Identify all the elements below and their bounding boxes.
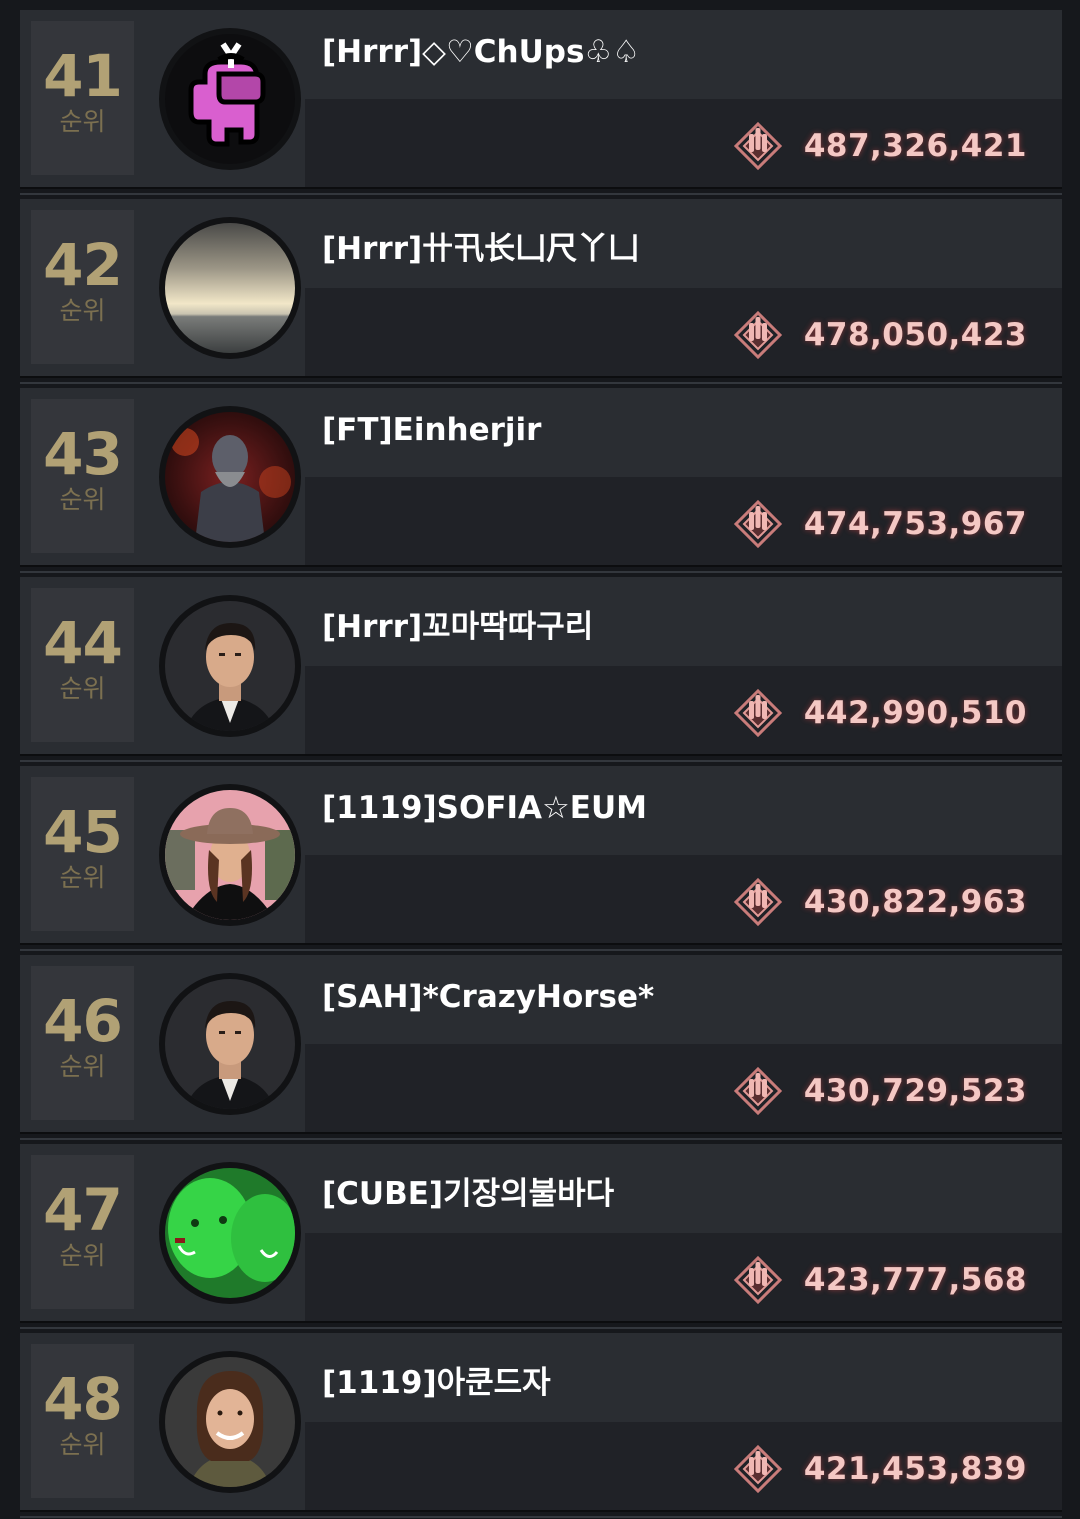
- rank-box: 47 순위: [31, 1155, 134, 1309]
- rank-number: 42: [43, 231, 123, 299]
- rank-box: 41 순위: [31, 21, 134, 175]
- leaderboard-row[interactable]: 44 순위 [Hrrr]꼬마딱따구리: [20, 577, 1062, 762]
- leaderboard-row[interactable]: 42 순위: [20, 199, 1062, 384]
- score-band: [305, 1233, 1062, 1321]
- rank-label: 순위: [59, 296, 106, 325]
- bullets-medal-icon: [733, 499, 782, 549]
- rank-label: 순위: [59, 1430, 106, 1459]
- bullets-medal-icon: [733, 121, 782, 171]
- bullets-medal-icon: [733, 1444, 782, 1494]
- rank-number: 46: [43, 987, 123, 1055]
- rank-box: 48 순위: [31, 1344, 134, 1498]
- score-value: 430,822,963: [803, 884, 1027, 920]
- player-name: [CUBE]기장의불바다: [322, 1176, 615, 1212]
- avatar[interactable]: [159, 1351, 301, 1493]
- rank-box: 46 순위: [31, 966, 134, 1120]
- score-value: 478,050,423: [803, 317, 1027, 353]
- avatar[interactable]: [159, 973, 301, 1115]
- leaderboard-row[interactable]: 47 순위 [CUBE]기장의불바다: [20, 1144, 1062, 1329]
- score-band: [305, 99, 1062, 187]
- score-display: 423,777,568: [730, 1252, 1027, 1308]
- score-value: 487,326,421: [803, 128, 1027, 164]
- bullets-medal-icon: [733, 310, 782, 360]
- score-display: 421,453,839: [730, 1441, 1027, 1497]
- score-display: 478,050,423: [730, 307, 1027, 363]
- rank-box: 42 순위: [31, 210, 134, 364]
- rank-box: 43 순위: [31, 399, 134, 553]
- rank-number: 41: [43, 42, 123, 110]
- leaderboard-row[interactable]: 46 순위 [SAH]*CrazyHorse*: [20, 955, 1062, 1140]
- avatar[interactable]: [159, 784, 301, 926]
- player-name: [FT]Einherjir: [322, 412, 542, 448]
- player-name: [SAH]*CrazyHorse*: [322, 979, 655, 1015]
- rank-label: 순위: [59, 1241, 106, 1270]
- score-display: 474,753,967: [730, 496, 1027, 552]
- score-band: [305, 288, 1062, 376]
- player-name: [Hrrr]꼬마딱따구리: [322, 609, 594, 645]
- bullets-medal-icon: [733, 1255, 782, 1305]
- rank-number: 47: [43, 1176, 123, 1244]
- bullets-medal-icon: [733, 688, 782, 738]
- rank-box: 45 순위: [31, 777, 134, 931]
- bullets-medal-icon: [733, 1066, 782, 1116]
- rank-label: 순위: [59, 863, 106, 892]
- leaderboard-row[interactable]: 43 순위: [20, 388, 1062, 573]
- player-name: [1119]SOFIA☆EUM: [322, 790, 647, 826]
- man-in-suit-avatar: [165, 601, 295, 731]
- rank-label: 순위: [59, 1052, 106, 1081]
- leaderboard-row[interactable]: 45 순위 [1119]SOFIA☆EUM: [20, 766, 1062, 951]
- score-band: [305, 1044, 1062, 1132]
- green-aliens-avatar: [165, 1168, 295, 1298]
- rank-label: 순위: [59, 674, 106, 703]
- score-band: [305, 666, 1062, 754]
- score-band: [305, 1422, 1062, 1510]
- rank-box: 44 순위: [31, 588, 134, 742]
- avatar[interactable]: [159, 28, 301, 170]
- smiling-woman-avatar: [165, 1357, 295, 1487]
- player-name: [Hrrr]卄卂长凵尺丫凵: [322, 231, 640, 267]
- rank-number: 45: [43, 798, 123, 866]
- woman-with-hat-avatar: [165, 790, 295, 920]
- score-display: 430,729,523: [730, 1063, 1027, 1119]
- rank-label: 순위: [59, 107, 106, 136]
- man-in-suit-avatar: [165, 979, 295, 1109]
- score-band: [305, 477, 1062, 565]
- rank-label: 순위: [59, 485, 106, 514]
- score-value: 442,990,510: [803, 695, 1027, 731]
- score-value: 423,777,568: [803, 1262, 1027, 1298]
- score-value: 421,453,839: [803, 1451, 1027, 1487]
- score-display: 487,326,421: [730, 118, 1027, 174]
- pink-crewmate-avatar: [165, 34, 295, 164]
- demon-warrior-avatar: [165, 412, 295, 542]
- avatar[interactable]: [159, 595, 301, 737]
- leaderboard-row[interactable]: 41 순위 [Hrrr]◇♡ChUps♧♤: [20, 10, 1062, 195]
- rank-number: 48: [43, 1365, 123, 1433]
- score-display: 442,990,510: [730, 685, 1027, 741]
- player-name: [1119]아쿤드자: [322, 1365, 551, 1401]
- avatar[interactable]: [159, 406, 301, 548]
- avatar[interactable]: [159, 217, 301, 359]
- avatar[interactable]: [159, 1162, 301, 1304]
- score-display: 430,822,963: [730, 874, 1027, 930]
- leaderboard-row[interactable]: 48 순위 [1119]아쿤드자: [20, 1333, 1062, 1518]
- rank-number: 44: [43, 609, 123, 677]
- rank-number: 43: [43, 420, 123, 488]
- ocean-sky-avatar: [165, 223, 295, 353]
- bullets-medal-icon: [733, 877, 782, 927]
- score-value: 474,753,967: [803, 506, 1027, 542]
- player-name: [Hrrr]◇♡ChUps♧♤: [322, 34, 640, 70]
- score-value: 430,729,523: [803, 1073, 1027, 1109]
- score-band: [305, 855, 1062, 943]
